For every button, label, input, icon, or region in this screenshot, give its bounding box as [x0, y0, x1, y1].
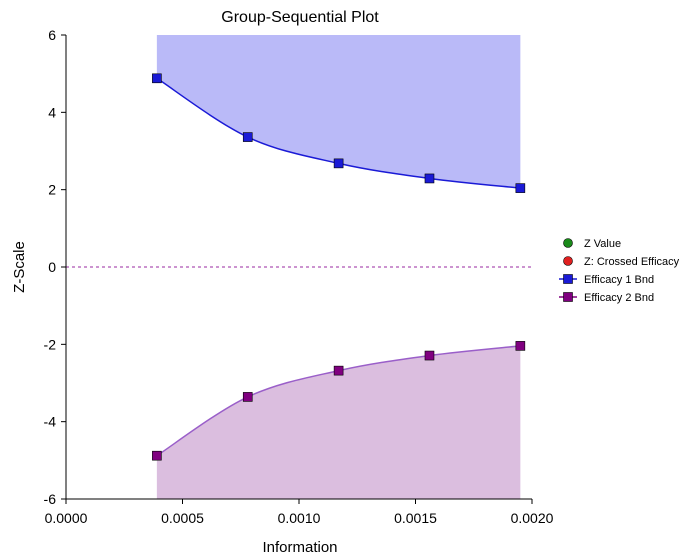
legend-marker-2 — [563, 256, 573, 266]
y-tick-label: 2 — [48, 182, 56, 198]
series-2-point-3 — [333, 365, 344, 376]
y-tick-label: -2 — [44, 336, 57, 352]
series-1-point-4 — [424, 173, 435, 184]
y-axis-ticks: 6 4 2 0 -2 -4 -6 — [44, 27, 66, 507]
x-tick-label: 0.0005 — [161, 510, 204, 526]
y-axis-label: Z-Scale — [11, 241, 28, 293]
series-1-fill-area — [156, 35, 521, 189]
legend: Z Value Z: Crossed Efficacy Efficacy 1 Bnd… — [559, 238, 680, 304]
x-axis-ticks: 0.0000 0.0005 0.0010 0.0015 0.0020 — [45, 499, 554, 526]
series-1-point-2 — [242, 132, 253, 142]
chart-title: Group-Sequential Plot — [221, 9, 379, 26]
legend-label: Efficacy 2 Bnd — [584, 292, 654, 304]
series-2-point-1 — [152, 450, 162, 461]
legend-marker-1 — [563, 238, 573, 248]
series-2-point-4 — [424, 350, 435, 361]
y-tick-label: 4 — [48, 104, 56, 120]
legend-item: Z Value — [563, 238, 621, 250]
series-2-point-2 — [242, 392, 253, 402]
x-tick-label: 0.0010 — [278, 510, 321, 526]
y-tick-label: -4 — [44, 414, 57, 430]
series-1-point-5 — [515, 183, 526, 193]
series-1-point-3 — [333, 158, 344, 169]
legend-marker-4 — [563, 292, 573, 302]
legend-item: Efficacy 1 Bnd — [559, 274, 654, 286]
x-axis-label: Information — [262, 539, 337, 556]
x-tick-label: 0.0000 — [45, 510, 88, 526]
legend-label: Efficacy 1 Bnd — [584, 274, 654, 286]
series-2-fill-area — [156, 345, 521, 499]
boundary-fill-areas — [156, 35, 521, 499]
legend-label: Z: Crossed Efficacy — [584, 256, 680, 268]
series-markers — [152, 73, 526, 461]
series-1-point-1 — [152, 73, 162, 84]
legend-item: Efficacy 2 Bnd — [559, 292, 654, 304]
y-tick-label: 0 — [48, 259, 56, 275]
legend-marker-3 — [563, 274, 573, 284]
x-tick-label: 0.0015 — [394, 510, 437, 526]
series-2-point-5 — [515, 341, 526, 351]
legend-item: Z: Crossed Efficacy — [563, 256, 680, 268]
x-tick-label: 0.0020 — [511, 510, 554, 526]
y-tick-label: 6 — [48, 27, 56, 43]
legend-label: Z Value — [584, 238, 621, 250]
y-tick-label: -6 — [44, 491, 57, 507]
